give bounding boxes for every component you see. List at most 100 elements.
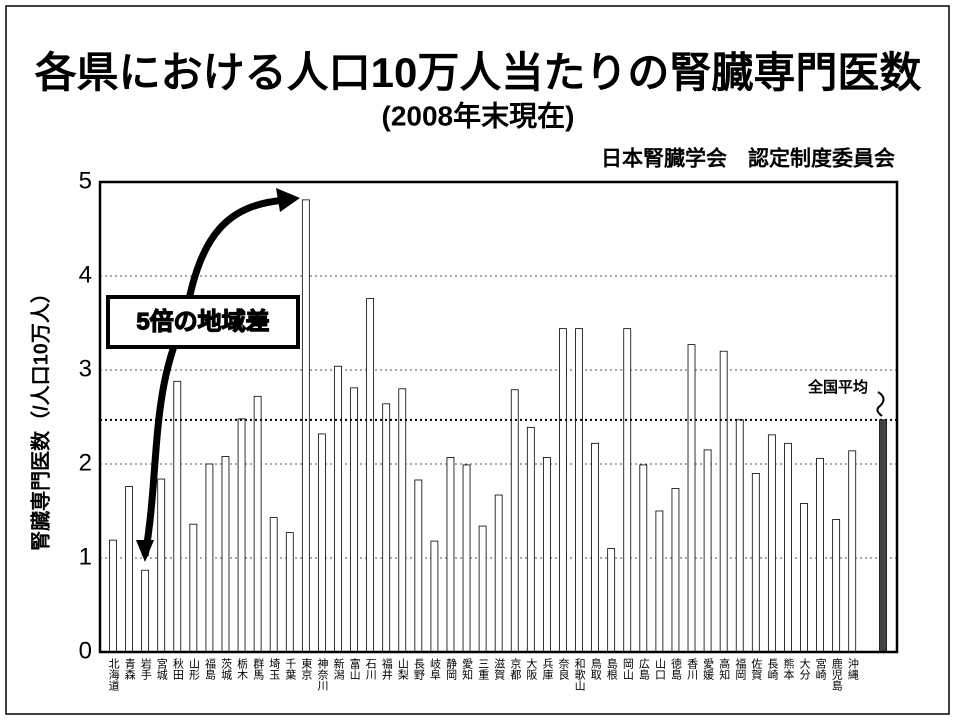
x-tick-label: 千葉: [284, 658, 297, 680]
bar: [559, 328, 567, 653]
x-tick-label: 大阪: [525, 657, 538, 681]
x-tick-label: 福島: [204, 657, 217, 681]
x-tick-label: 新潟: [332, 657, 345, 681]
x-tick-label: 岐阜: [428, 658, 441, 681]
y-tick-label: 4: [79, 261, 92, 288]
x-tick-label: 愛媛: [702, 658, 715, 681]
bar: [848, 450, 857, 653]
x-tick-label: 山梨: [396, 658, 409, 681]
x-tick-label: 長野: [412, 658, 425, 680]
chart-title: 各県における人口10万人当たりの腎臓専門医数: [35, 49, 922, 96]
plot-area: 0 1 2 3 4 5 北海道 青森 岩手 宮城 秋田 山形 福島 茨城 栃木 群馬 埼玉 千葉 東京 神奈川 新潟 富山…: [79, 167, 899, 692]
x-tick-label: 三重: [477, 658, 490, 680]
x-tick-label: 静岡: [445, 657, 458, 681]
x-tick-label: 福岡: [734, 657, 747, 681]
bar: [575, 328, 583, 653]
x-tick-label: 鳥取: [589, 657, 602, 681]
x-tick-label: 京都: [509, 657, 522, 680]
bar: [366, 298, 375, 653]
x-tick-label: 群馬: [252, 657, 265, 681]
x-tick-label: 東京: [300, 658, 313, 681]
bar: [382, 403, 391, 653]
bar: [526, 426, 535, 653]
bar: [655, 510, 664, 653]
bar: [109, 539, 117, 653]
bar: [237, 418, 246, 653]
x-tick-label: 神奈川: [316, 657, 329, 691]
x-tick-label: 兵庫: [541, 658, 554, 681]
x-tick-label: 徳島: [670, 658, 683, 681]
x-tick-label: 佐賀: [750, 657, 763, 681]
x-tick-label: 長崎: [766, 658, 779, 680]
x-tick-label: 滋賀: [493, 658, 506, 681]
bar: [350, 387, 358, 653]
y-tick-label: 2: [79, 449, 92, 476]
bar: [832, 519, 841, 653]
x-tick-label: 奈良: [557, 657, 570, 681]
bar: [253, 395, 262, 653]
bar: [751, 472, 760, 653]
bar: [639, 464, 648, 653]
bar: [671, 488, 680, 653]
page-border: [5, 5, 950, 715]
bar: [414, 479, 423, 653]
x-tick-label: 北海道: [107, 658, 120, 691]
bar: [462, 464, 471, 653]
x-tick-label: 大分: [798, 657, 811, 680]
x-tick-label: 埼玉: [268, 657, 281, 680]
bar: [494, 494, 503, 653]
x-tick-label: 鹿児島: [830, 657, 843, 692]
x-tick-label: 秋田: [171, 657, 184, 680]
bar: [173, 380, 182, 653]
bar: [542, 457, 551, 653]
x-tick-label: 沖縄: [846, 658, 859, 680]
x-tick-label: 岡山: [621, 658, 634, 680]
y-tick-label: 0: [79, 637, 92, 664]
bar: [318, 433, 326, 653]
bar: [478, 525, 487, 653]
x-tick-label: 愛知: [461, 658, 474, 681]
average-pointer: [876, 391, 885, 417]
arrow-head: [136, 540, 154, 562]
bar: [269, 517, 278, 653]
chart-subtitle: (2008年末現在): [382, 99, 575, 131]
bar: [879, 419, 887, 653]
bar: [446, 457, 455, 653]
x-tick-label: 石川: [364, 658, 377, 680]
bar: [430, 540, 439, 653]
bar: [800, 503, 808, 653]
annotation: 5倍の地域差: [136, 307, 269, 335]
x-tick-label: 栃木: [236, 657, 249, 681]
bar: [703, 449, 712, 653]
bar: [719, 350, 728, 653]
source: 日本腎臓学会 認定制度委員会: [601, 147, 895, 171]
bar: [735, 419, 744, 653]
x-tick-label: 富山: [348, 657, 361, 680]
x-tick-label: 山口: [653, 658, 665, 680]
bar: [285, 532, 294, 653]
x-tick-label: 岩手: [139, 657, 152, 681]
bar: [816, 457, 824, 653]
average-label: 全国平均: [807, 378, 868, 396]
x-tick-label: 福井: [380, 657, 393, 681]
bar: [141, 569, 150, 653]
x-tick-label: 島根: [605, 657, 618, 681]
x-tick-label: 和歌山: [573, 658, 586, 691]
bar: [301, 199, 310, 653]
bar: [189, 523, 198, 653]
y-axis-label: 腎臓専門医数（/人口10万人）: [28, 283, 52, 551]
x-tick-label: 高知: [718, 657, 731, 681]
y-tick-label: 5: [79, 167, 92, 194]
bar: [623, 328, 632, 653]
bar: [205, 463, 214, 653]
x-tick-label: 宮城: [155, 657, 168, 680]
bar: [125, 486, 133, 653]
bar: [591, 442, 599, 653]
bar: [784, 442, 792, 653]
x-tick-label: 広島: [637, 658, 650, 681]
y-tick-label: 1: [79, 543, 92, 570]
x-tick-label: 香川: [686, 658, 699, 680]
bar: [687, 344, 696, 653]
x-tick-label: 茨城: [220, 657, 233, 680]
